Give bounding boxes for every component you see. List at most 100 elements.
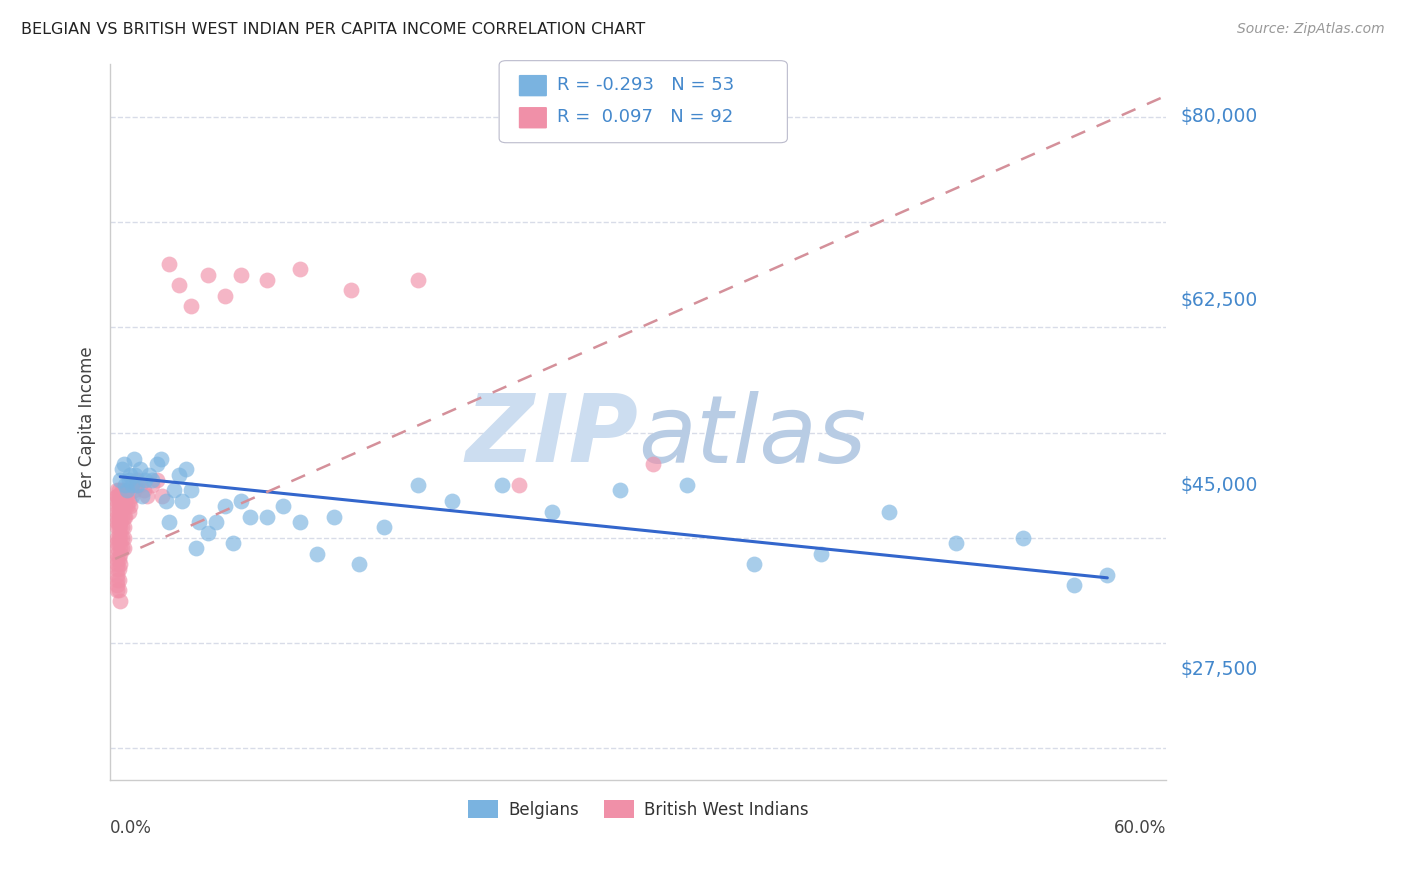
British West Indians [107, 494, 129, 508]
British West Indians [111, 500, 134, 514]
Belgians [1097, 567, 1119, 582]
British West Indians [110, 489, 132, 503]
Belgians [239, 509, 262, 524]
British West Indians [112, 500, 135, 514]
British West Indians [110, 531, 132, 545]
Belgians [157, 515, 180, 529]
Text: 60.0%: 60.0% [1114, 819, 1166, 837]
Belgians [155, 494, 177, 508]
British West Indians [214, 288, 236, 302]
British West Indians [105, 552, 128, 566]
British West Indians [110, 520, 132, 534]
Text: 0.0%: 0.0% [110, 819, 152, 837]
British West Indians [107, 489, 129, 503]
British West Indians [180, 299, 202, 313]
British West Indians [125, 473, 148, 487]
British West Indians [105, 578, 128, 592]
British West Indians [107, 583, 129, 598]
British West Indians [111, 489, 134, 503]
British West Indians [146, 473, 169, 487]
British West Indians [105, 531, 128, 545]
Text: BELGIAN VS BRITISH WEST INDIAN PER CAPITA INCOME CORRELATION CHART: BELGIAN VS BRITISH WEST INDIAN PER CAPIT… [21, 22, 645, 37]
Belgians [118, 473, 141, 487]
British West Indians [256, 273, 278, 287]
British West Indians [110, 509, 132, 524]
Text: ZIP: ZIP [465, 391, 638, 483]
Legend: Belgians, British West Indians: Belgians, British West Indians [461, 794, 815, 825]
Belgians [111, 462, 134, 476]
British West Indians [105, 583, 128, 598]
Belgians [138, 467, 160, 482]
British West Indians [107, 562, 129, 576]
Belgians [188, 515, 211, 529]
British West Indians [105, 509, 128, 524]
British West Indians [115, 489, 138, 503]
British West Indians [110, 504, 132, 518]
British West Indians [110, 515, 132, 529]
British West Indians [157, 257, 180, 271]
Text: Source: ZipAtlas.com: Source: ZipAtlas.com [1237, 22, 1385, 37]
British West Indians [112, 520, 135, 534]
Belgians [222, 536, 245, 550]
Belgians [373, 520, 395, 534]
British West Indians [120, 500, 142, 514]
British West Indians [112, 531, 135, 545]
British West Indians [110, 547, 132, 561]
British West Indians [105, 494, 128, 508]
Belgians [288, 515, 311, 529]
British West Indians [129, 478, 152, 492]
British West Indians [107, 500, 129, 514]
Belgians [877, 504, 900, 518]
Belgians [120, 467, 142, 482]
Belgians [172, 494, 194, 508]
Belgians [125, 478, 148, 492]
British West Indians [111, 520, 134, 534]
British West Indians [197, 268, 219, 282]
Belgians [141, 473, 163, 487]
British West Indians [107, 552, 129, 566]
British West Indians [136, 489, 159, 503]
Belgians [491, 478, 513, 492]
British West Indians [132, 483, 155, 498]
Belgians [1063, 578, 1085, 592]
Text: $27,500: $27,500 [1180, 660, 1257, 679]
British West Indians [107, 525, 129, 540]
Belgians [114, 478, 136, 492]
British West Indians [105, 483, 128, 498]
Belgians [676, 478, 699, 492]
Belgians [347, 557, 370, 571]
Belgians [134, 473, 156, 487]
Belgians [122, 451, 145, 466]
British West Indians [105, 547, 128, 561]
Belgians [167, 467, 190, 482]
British West Indians [111, 509, 134, 524]
British West Indians [105, 557, 128, 571]
Belgians [1012, 531, 1035, 545]
British West Indians [110, 541, 132, 556]
British West Indians [114, 489, 136, 503]
British West Indians [107, 504, 129, 518]
British West Indians [508, 478, 530, 492]
British West Indians [110, 500, 132, 514]
Belgians [322, 509, 344, 524]
British West Indians [112, 541, 135, 556]
British West Indians [115, 500, 138, 514]
Belgians [945, 536, 967, 550]
British West Indians [124, 478, 146, 492]
Belgians [406, 478, 429, 492]
Text: R = -0.293   N = 53: R = -0.293 N = 53 [557, 76, 734, 94]
Y-axis label: Per Capita Income: Per Capita Income [79, 346, 96, 498]
Text: $62,500: $62,500 [1180, 292, 1257, 310]
British West Indians [105, 489, 128, 503]
Text: $45,000: $45,000 [1180, 475, 1257, 495]
British West Indians [231, 268, 253, 282]
Belgians [163, 483, 186, 498]
British West Indians [114, 509, 136, 524]
British West Indians [105, 515, 128, 529]
British West Indians [110, 557, 132, 571]
Belgians [273, 500, 295, 514]
British West Indians [107, 483, 129, 498]
Belgians [609, 483, 631, 498]
British West Indians [107, 509, 129, 524]
British West Indians [105, 536, 128, 550]
